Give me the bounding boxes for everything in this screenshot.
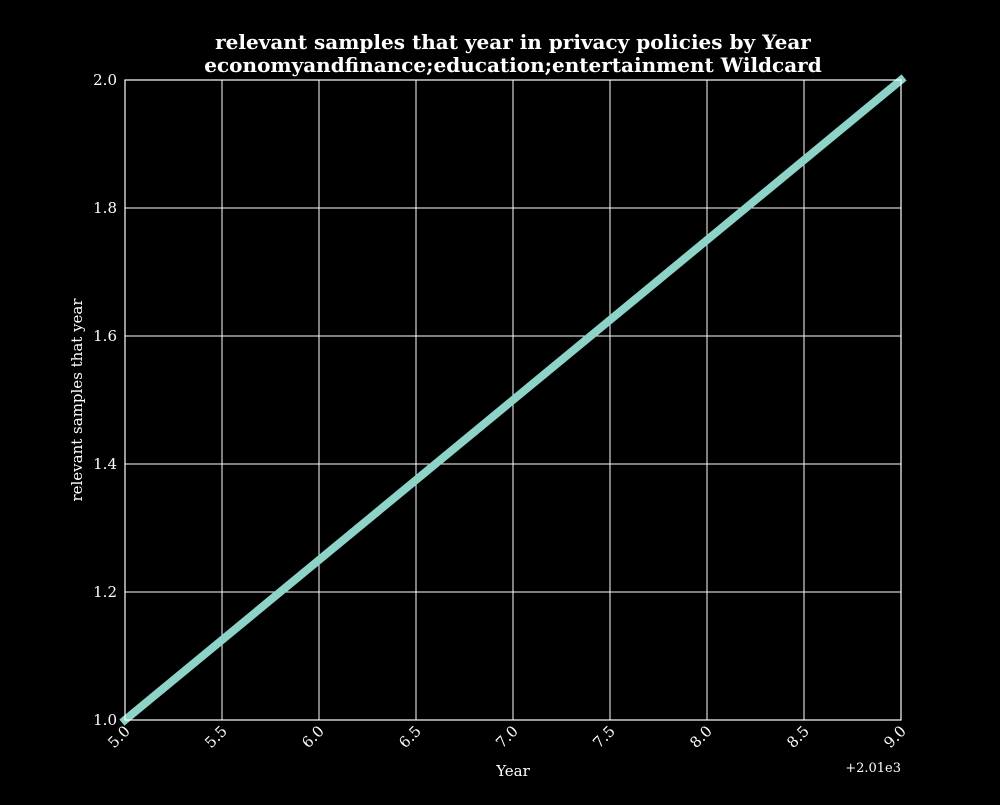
x-tick-label: 6.0 <box>298 722 328 752</box>
x-tick-label: 9.0 <box>880 722 910 752</box>
y-tick-label: 1.2 <box>93 583 117 601</box>
x-tick-label: 6.5 <box>395 722 425 752</box>
x-tick-label: 8.5 <box>783 722 813 752</box>
y-tick-label: 1.0 <box>93 711 117 729</box>
y-tick-label: 1.8 <box>93 199 117 217</box>
y-tick-label: 1.4 <box>93 455 117 473</box>
x-axis-offset-label: +2.01e3 <box>845 761 901 776</box>
chart-title-line-2: economyandfinance;education;entertainmen… <box>204 53 821 77</box>
y-tick-label: 1.6 <box>93 327 117 345</box>
plot-frame <box>124 79 902 721</box>
y-tick-label: 2.0 <box>93 71 117 89</box>
x-tick-label: 5.5 <box>201 722 231 752</box>
x-tick-label: 7.5 <box>589 722 619 752</box>
chart-title-line-1: relevant samples that year in privacy po… <box>215 30 811 54</box>
x-tick-label: 7.0 <box>492 722 522 752</box>
tick-labels: 5.0 5.5 6.0 6.5 7.0 7.5 8.0 8.5 9.01.01.21.41.61… <box>93 71 910 752</box>
series-layer <box>119 74 907 726</box>
series-line <box>119 74 907 726</box>
x-tick-label: 8.0 <box>686 722 716 752</box>
x-axis-label: Year <box>495 762 530 780</box>
y-axis-label: relevant samples that year <box>68 298 86 502</box>
